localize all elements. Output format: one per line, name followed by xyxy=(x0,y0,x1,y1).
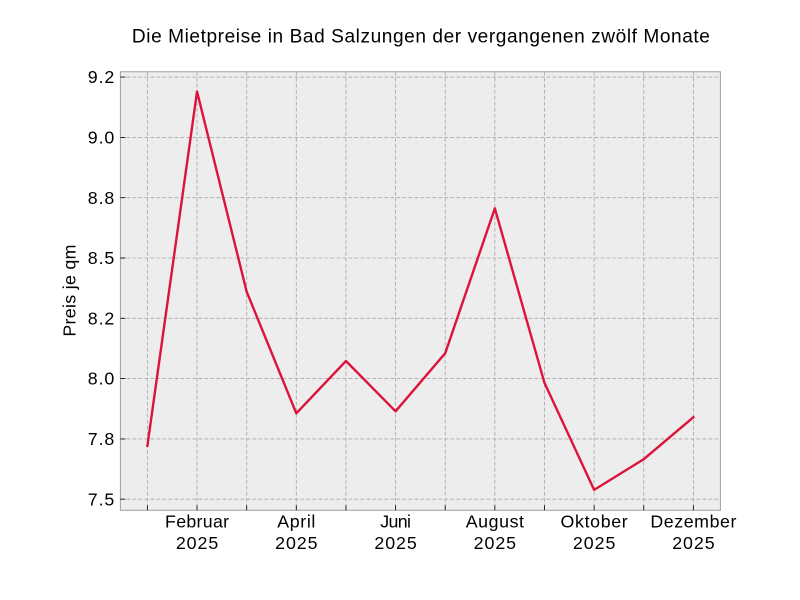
svg-text:2025: 2025 xyxy=(573,533,616,553)
svg-text:8.8: 8.8 xyxy=(88,188,115,208)
svg-text:8.2: 8.2 xyxy=(88,308,115,328)
svg-text:2025: 2025 xyxy=(275,533,318,553)
svg-text:April: April xyxy=(277,512,315,532)
svg-text:9.2: 9.2 xyxy=(88,67,115,87)
svg-text:2025: 2025 xyxy=(176,533,219,553)
svg-text:August: August xyxy=(466,512,524,532)
svg-text:9.0: 9.0 xyxy=(88,128,115,148)
svg-text:8.5: 8.5 xyxy=(88,248,115,268)
svg-text:Juni: Juni xyxy=(380,512,411,532)
svg-text:7.8: 7.8 xyxy=(88,429,115,449)
svg-text:7.5: 7.5 xyxy=(88,489,115,509)
svg-text:Oktober: Oktober xyxy=(561,512,628,532)
svg-text:Februar: Februar xyxy=(165,512,229,532)
svg-text:2025: 2025 xyxy=(374,533,417,553)
svg-text:Die Mietpreise in Bad Salzunge: Die Mietpreise in Bad Salzungen der verg… xyxy=(132,26,710,47)
svg-text:2025: 2025 xyxy=(474,533,517,553)
svg-text:Preis je qm: Preis je qm xyxy=(59,245,79,337)
svg-text:2025: 2025 xyxy=(672,533,715,553)
svg-text:8.0: 8.0 xyxy=(88,369,115,389)
svg-text:Dezember: Dezember xyxy=(650,512,736,532)
